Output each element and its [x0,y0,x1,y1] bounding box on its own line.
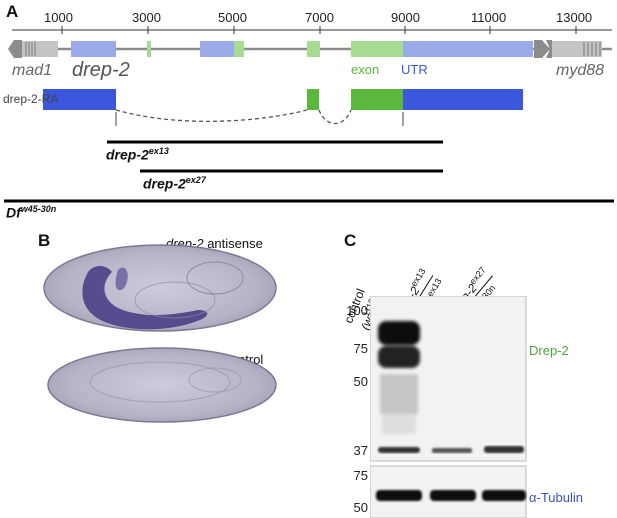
mw-marker-75: 75 [353,341,368,356]
drep-2-bands-control [378,321,420,434]
tick-label-13000: 13000 [556,10,593,25]
tick-label-3000: 3000 [132,10,161,25]
transcript-label: drep-2-RA [3,92,59,106]
antibody-label-drep-2: Drep-2 [529,343,569,358]
tick-label-9000: 9000 [391,10,420,25]
gene-model-diagram [4,26,614,203]
gene-label-myd88: myd88 [556,62,605,79]
legend-exon: exon [351,62,380,77]
drep-2-genomic-features [71,41,533,57]
ruler-ticks [61,26,577,34]
panel-a-label: A [6,2,19,21]
allele-label-df: Dfw45-30n [6,204,57,221]
mw-marker-37: 37 [353,443,368,458]
mw-marker-75-lower: 75 [353,468,368,483]
embryo-sense [47,347,277,423]
transcript-drep-2-RA [43,89,523,125]
allele-label-ex27: drep-2ex27 [143,175,206,192]
tick-label-7000: 7000 [305,10,334,25]
western-blot [370,296,527,518]
allele-label-ex13: drep-2ex13 [106,146,169,163]
mad1-gene-arrow [8,40,58,58]
embryo-antisense [43,244,277,332]
myd88-gene-arrow [534,40,602,58]
tubulin-bands [376,490,526,501]
mw-marker-50: 50 [353,374,368,389]
gene-label-drep-2: drep-2 [72,59,130,81]
antibody-label-tubulin: α-Tubulin [529,490,583,505]
panel-c-label: C [344,231,357,250]
loading-bands-37 [378,446,524,453]
mw-marker-100: 100 [346,303,368,318]
tick-label-5000: 5000 [218,10,247,25]
panel-b-label: B [38,231,51,250]
embryo-images [43,244,277,423]
tick-label-1000: 1000 [44,10,73,25]
gene-label-mad1: mad1 [12,62,53,79]
mw-marker-50-lower: 50 [353,500,368,515]
tick-label-11000: 11000 [471,10,507,25]
legend-utr: UTR [401,62,428,77]
